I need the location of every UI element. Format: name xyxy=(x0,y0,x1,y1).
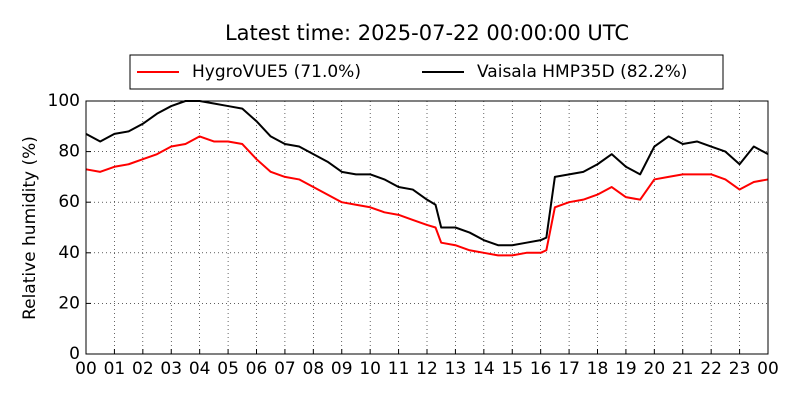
x-tick-label: 09 xyxy=(331,359,353,379)
legend-label: Vaisala HMP35D (82.2%) xyxy=(477,62,687,82)
y-tick-label: 80 xyxy=(58,142,80,162)
x-tick-label: 06 xyxy=(246,359,268,379)
x-tick-label: 19 xyxy=(615,359,637,379)
x-tick-label: 15 xyxy=(501,359,523,379)
x-tick-label: 07 xyxy=(274,359,296,379)
y-tick-label: 60 xyxy=(58,192,80,212)
y-axis-label: Relative humidity (%) xyxy=(20,136,40,320)
x-tick-label: 13 xyxy=(445,359,467,379)
x-tick-label: 00 xyxy=(757,359,779,379)
chart-title: Latest time: 2025-07-22 00:00:00 UTC xyxy=(225,21,629,45)
x-tick-label: 00 xyxy=(75,359,97,379)
y-tick-label: 20 xyxy=(58,293,80,313)
x-tick-label: 01 xyxy=(104,359,126,379)
x-tick-label: 23 xyxy=(729,359,751,379)
line xyxy=(85,100,769,247)
plot-frame xyxy=(85,100,769,355)
x-tick-label: 03 xyxy=(160,359,182,379)
x-tick-label: 12 xyxy=(416,359,438,379)
y-tick-label: 0 xyxy=(69,344,80,364)
y-tick-label: 40 xyxy=(58,243,80,263)
x-tick-label: 16 xyxy=(530,359,552,379)
x-tick-label: 08 xyxy=(303,359,325,379)
x-tick-label: 20 xyxy=(644,359,666,379)
x-tick-label: 10 xyxy=(359,359,381,379)
y-tick-label: 100 xyxy=(48,91,80,111)
x-tick-label: 04 xyxy=(189,359,211,379)
x-tick-label: 14 xyxy=(473,359,495,379)
x-tick-label: 18 xyxy=(587,359,609,379)
legend-label: HygroVUE5 (71.0%) xyxy=(192,62,361,82)
x-tick-label: 17 xyxy=(558,359,580,379)
x-tick-label: 05 xyxy=(217,359,239,379)
x-tick-label: 22 xyxy=(700,359,722,379)
x-tick-label: 02 xyxy=(132,359,154,379)
line xyxy=(85,135,769,257)
x-tick-label: 21 xyxy=(672,359,694,379)
x-tick-label: 11 xyxy=(388,359,410,379)
